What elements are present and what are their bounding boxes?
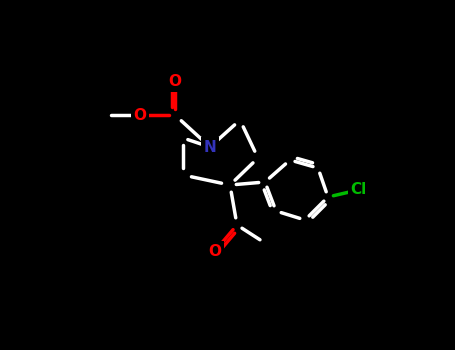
Text: Cl: Cl (350, 182, 366, 197)
Text: O: O (208, 244, 222, 259)
Text: N: N (204, 140, 217, 154)
Text: O: O (168, 75, 182, 90)
Text: O: O (133, 107, 147, 122)
